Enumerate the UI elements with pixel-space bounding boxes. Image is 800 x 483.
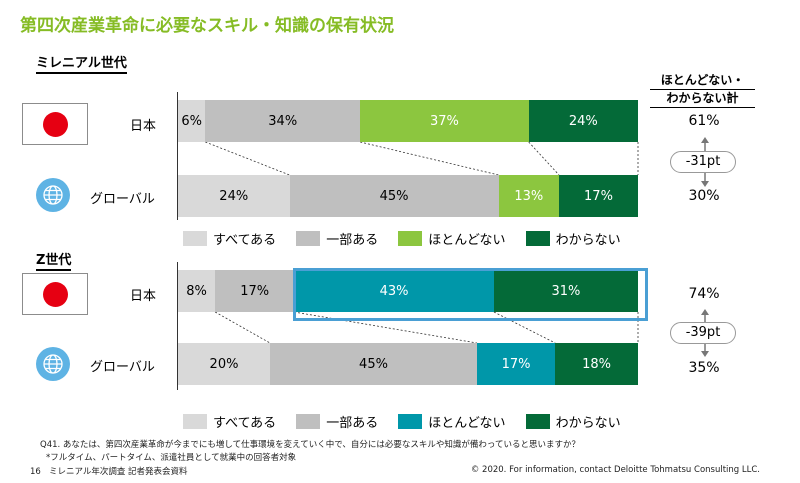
legend-item-dontknow: わからない <box>525 229 621 248</box>
bar-segment-all-global-genz: 20% <box>178 343 270 385</box>
bar-global-genz: 20% 45% 17% 18% <box>178 343 638 385</box>
footnote-question: Q41. あなたは、第四次産業革命が今までにも増して仕事環境を変えていく中で、自… <box>40 440 580 450</box>
connector-line <box>214 311 271 344</box>
bar-japan-genz: 8% 17% 43% 31% <box>178 270 638 312</box>
legend-item-all: すべてある <box>183 412 276 431</box>
total-global-genz: 35% <box>688 360 720 376</box>
bar-segment-hardly-japan-genz: 43% <box>294 270 494 312</box>
row-label-global-genz: グローバル <box>90 360 155 375</box>
page-title: 第四次産業革命に必要なスキル・知識の保有状況 <box>20 16 394 36</box>
bar-segment-hardly-japan-millennial: 37% <box>360 100 529 142</box>
axis-genz <box>177 262 178 390</box>
legend-item-hardly: ほとんどない <box>398 412 506 431</box>
bar-japan-millennial: 6% 34% 37% 24% <box>178 100 638 142</box>
legend-item-dontknow: わからない <box>525 412 621 431</box>
total-japan-millennial: 61% <box>688 113 720 129</box>
bar-global-millennial: 24% 45% 13% 17% <box>178 175 638 217</box>
bar-segment-some-japan-millennial: 34% <box>205 100 361 142</box>
connector-line <box>205 141 290 176</box>
row-label-global-millennial: グローバル <box>90 192 155 207</box>
footer-left: 16 ミレニアル年次調査 記者発表会資料 <box>30 465 188 477</box>
bar-segment-dontknow-japan-millennial: 24% <box>528 100 638 142</box>
highlight-box-japan-genz <box>293 268 648 321</box>
legend-genz: すべてある 一部ある ほとんどない わからない <box>183 412 641 431</box>
bar-segment-dontknow-global-millennial: 17% <box>559 175 638 217</box>
footnote-note: *フルタイム、パートタイム、派遣社員として就業中の回答者対象 <box>46 453 297 463</box>
legend-millennial: すべてある 一部ある ほとんどない わからない <box>183 229 641 248</box>
bar-segment-dontknow-global-genz: 18% <box>555 343 638 385</box>
bar-segment-hardly-global-millennial: 13% <box>498 175 559 217</box>
legend-item-hardly: ほとんどない <box>398 229 506 248</box>
legend-item-all: すべてある <box>183 229 276 248</box>
right-header-line2: わからない計 <box>650 90 755 108</box>
bar-segment-dontknow-japan-genz: 31% <box>493 270 638 312</box>
page-number: 16 <box>30 467 41 477</box>
diff-badge-genz: -39pt <box>670 322 736 344</box>
bar-segment-some-japan-genz: 17% <box>215 270 295 312</box>
axis-millennial <box>177 92 178 220</box>
right-column-header: ほとんどない・ わからない計 <box>650 72 755 108</box>
bar-segment-some-global-genz: 45% <box>270 343 477 385</box>
bar-segment-hardly-global-genz: 17% <box>477 343 556 385</box>
row-label-japan-genz: 日本 <box>130 289 157 304</box>
japan-flag-icon <box>22 103 88 145</box>
bar-segment-all-japan-millennial: 6% <box>178 100 206 142</box>
legend-item-some: 一部ある <box>296 229 378 248</box>
connector-line <box>528 141 560 176</box>
bar-segment-all-japan-genz: 8% <box>178 270 216 312</box>
group-label-genz: Z世代 <box>36 252 72 271</box>
globe-icon <box>36 347 70 381</box>
connector-line <box>360 141 499 176</box>
bar-segment-some-global-millennial: 45% <box>289 175 499 217</box>
right-header-line1: ほとんどない・ <box>650 72 755 90</box>
globe-icon <box>36 178 70 212</box>
copyright: © 2020. For information, contact Deloitt… <box>470 465 760 475</box>
total-global-millennial: 30% <box>688 188 720 204</box>
document-title: ミレニアル年次調査 記者発表会資料 <box>48 467 188 477</box>
row-label-japan-millennial: 日本 <box>130 119 157 134</box>
total-japan-genz: 74% <box>688 286 720 302</box>
legend-item-some: 一部ある <box>296 412 378 431</box>
bar-segment-all-global-millennial: 24% <box>178 175 290 217</box>
japan-flag-icon <box>22 273 88 315</box>
group-label-millennial: ミレニアル世代 <box>36 55 127 74</box>
diff-badge-millennial: -31pt <box>670 151 736 173</box>
